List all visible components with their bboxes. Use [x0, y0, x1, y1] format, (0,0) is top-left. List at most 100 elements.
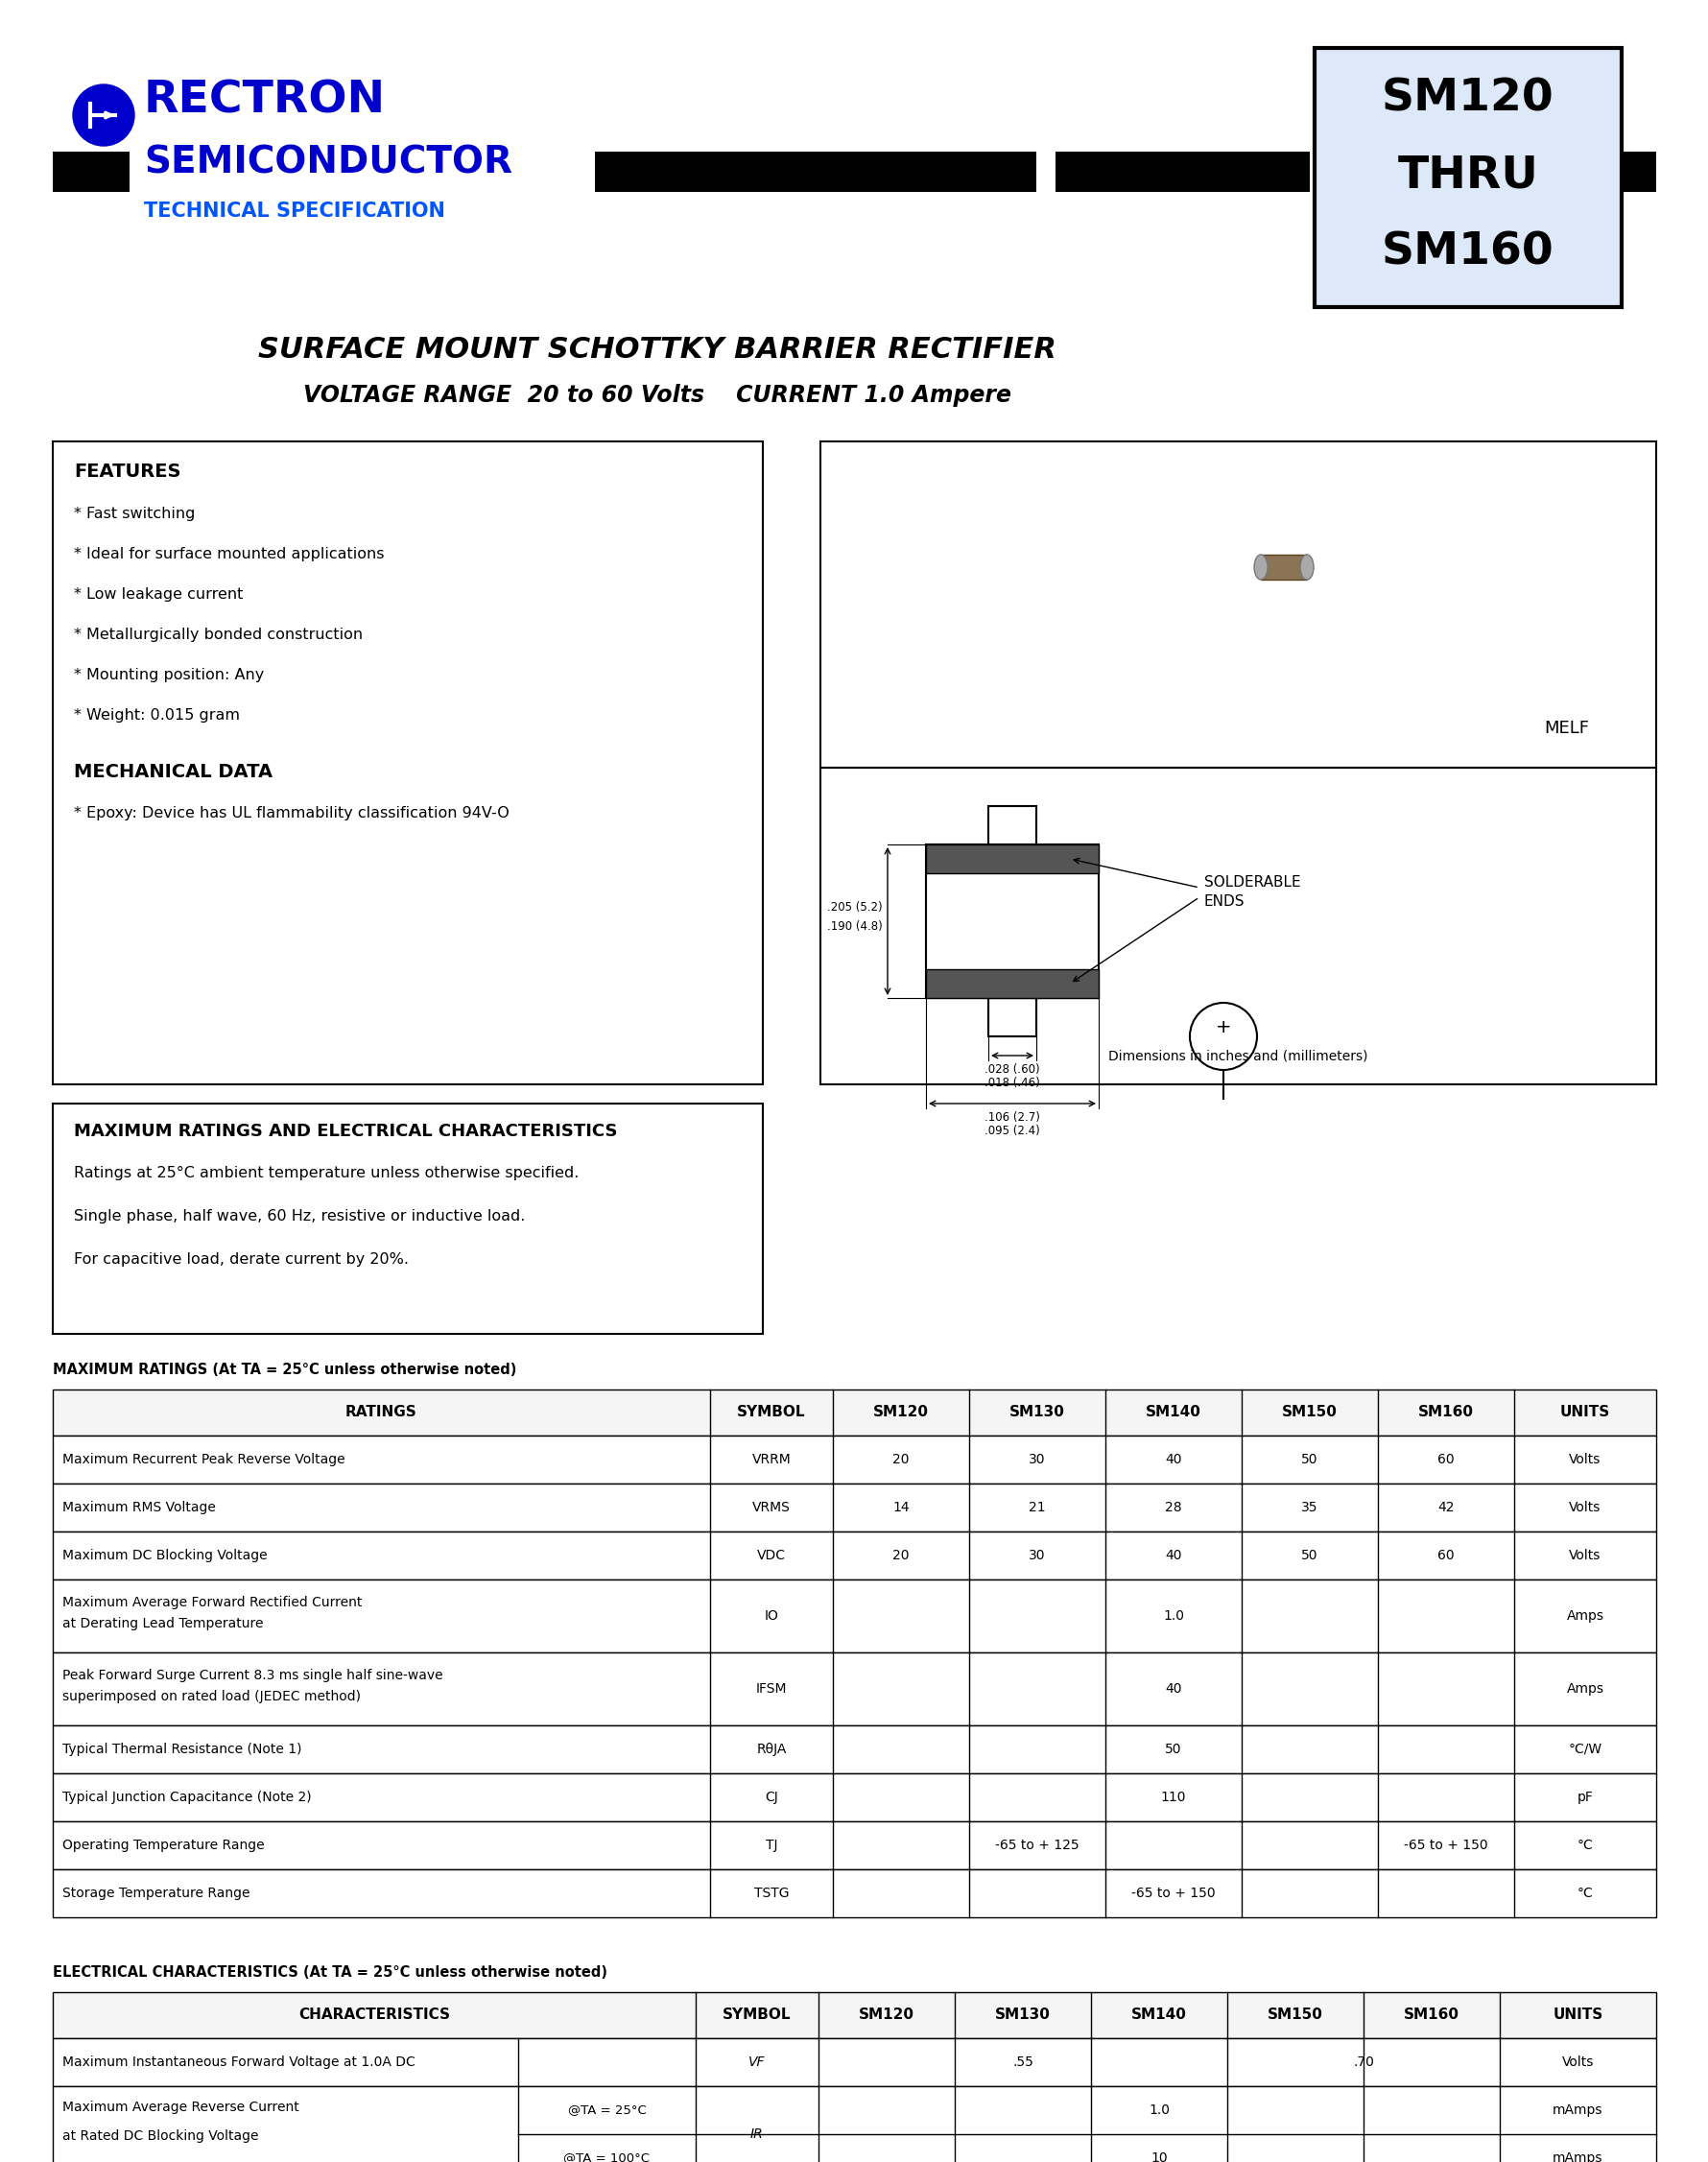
Bar: [53, 1773, 1655, 1820]
Circle shape: [73, 84, 135, 145]
Text: 28: 28: [1165, 1500, 1182, 1513]
Text: * Weight: 0.015 gram: * Weight: 0.015 gram: [73, 709, 239, 722]
Text: VRRM: VRRM: [752, 1453, 791, 1466]
Bar: [53, 1820, 1655, 1870]
Bar: [1261, 556, 1307, 579]
Ellipse shape: [1300, 556, 1313, 579]
Text: Volts: Volts: [1561, 2056, 1594, 2069]
Bar: [987, 999, 1035, 1036]
Text: SURFACE MOUNT SCHOTTKY BARRIER RECTIFIER: SURFACE MOUNT SCHOTTKY BARRIER RECTIFIER: [258, 335, 1056, 363]
Bar: [53, 441, 762, 1085]
Text: °C: °C: [1576, 1838, 1592, 1853]
Text: 21: 21: [1028, 1500, 1045, 1513]
Text: Operating Temperature Range: Operating Temperature Range: [61, 1838, 265, 1853]
Bar: [1621, 151, 1655, 192]
Text: SM160: SM160: [1402, 2008, 1459, 2021]
Text: SYMBOL: SYMBOL: [722, 2008, 791, 2021]
Text: 30: 30: [1028, 1548, 1045, 1563]
Text: .106 (2.7): .106 (2.7): [984, 1111, 1040, 1124]
Bar: [53, 1580, 1655, 1652]
Text: IR: IR: [750, 2127, 763, 2140]
Text: Peak Forward Surge Current 8.3 ms single half sine-wave: Peak Forward Surge Current 8.3 ms single…: [61, 1669, 442, 1682]
Text: SOLDERABLE: SOLDERABLE: [1204, 876, 1300, 891]
Text: Storage Temperature Range: Storage Temperature Range: [61, 1887, 249, 1900]
Bar: [53, 1103, 762, 1334]
Text: @TA = 100°C: @TA = 100°C: [564, 2151, 649, 2162]
Bar: [53, 1870, 1655, 1918]
Text: MAXIMUM RATINGS AND ELECTRICAL CHARACTERISTICS: MAXIMUM RATINGS AND ELECTRICAL CHARACTER…: [73, 1122, 617, 1139]
Text: 40: 40: [1165, 1548, 1182, 1563]
Text: SM130: SM130: [1009, 1405, 1064, 1420]
Text: 42: 42: [1436, 1500, 1454, 1513]
Bar: [53, 2039, 1655, 2086]
Text: pF: pF: [1576, 1790, 1592, 1803]
Bar: [53, 1390, 1655, 1436]
Text: SM150: SM150: [1281, 1405, 1337, 1420]
Text: CHARACTERISTICS: CHARACTERISTICS: [299, 2008, 449, 2021]
Text: VF: VF: [748, 2056, 765, 2069]
Text: Dimensions in inches and (millimeters): Dimensions in inches and (millimeters): [1108, 1049, 1368, 1062]
Text: .190 (4.8): .190 (4.8): [827, 919, 883, 932]
Bar: [1056, 151, 1308, 192]
Text: SM120: SM120: [859, 2008, 914, 2021]
Text: SEMICONDUCTOR: SEMICONDUCTOR: [143, 145, 512, 179]
Text: Volts: Volts: [1568, 1500, 1600, 1513]
Text: ENDS: ENDS: [1204, 895, 1245, 910]
Text: °C: °C: [1576, 1887, 1592, 1900]
Text: .018 (.46): .018 (.46): [984, 1077, 1040, 1090]
Text: 20: 20: [892, 1548, 909, 1563]
Text: TECHNICAL SPECIFICATION: TECHNICAL SPECIFICATION: [143, 201, 444, 221]
Text: Ratings at 25°C ambient temperature unless otherwise specified.: Ratings at 25°C ambient temperature unle…: [73, 1165, 579, 1180]
Bar: [926, 845, 1098, 873]
Text: .028 (.60): .028 (.60): [984, 1064, 1040, 1077]
Text: SM140: SM140: [1144, 1405, 1201, 1420]
Text: 20: 20: [892, 1453, 909, 1466]
Text: SM150: SM150: [1267, 2008, 1322, 2021]
Text: mAmps: mAmps: [1553, 2104, 1602, 2117]
Text: 1.0: 1.0: [1148, 2104, 1168, 2117]
Text: VOLTAGE RANGE  20 to 60 Volts    CURRENT 1.0 Ampere: VOLTAGE RANGE 20 to 60 Volts CURRENT 1.0…: [302, 385, 1011, 406]
Text: 14: 14: [892, 1500, 909, 1513]
Text: Maximum Average Reverse Current: Maximum Average Reverse Current: [61, 2101, 299, 2114]
Text: Maximum Average Forward Rectified Current: Maximum Average Forward Rectified Curren…: [61, 1596, 362, 1609]
Text: RATINGS: RATINGS: [345, 1405, 417, 1420]
Bar: [53, 1531, 1655, 1580]
Ellipse shape: [1254, 556, 1267, 579]
Text: 50: 50: [1301, 1548, 1317, 1563]
Text: VDC: VDC: [757, 1548, 786, 1563]
Text: IFSM: IFSM: [755, 1682, 787, 1695]
Text: * Fast switching: * Fast switching: [73, 506, 195, 521]
Text: °C/W: °C/W: [1568, 1743, 1600, 1756]
Text: * Mounting position: Any: * Mounting position: Any: [73, 668, 265, 683]
Text: * Metallurgically bonded construction: * Metallurgically bonded construction: [73, 627, 362, 642]
Text: Volts: Volts: [1568, 1548, 1600, 1563]
Text: * Low leakage current: * Low leakage current: [73, 588, 243, 601]
Text: TSTG: TSTG: [753, 1887, 789, 1900]
Text: 60: 60: [1436, 1548, 1454, 1563]
Bar: [594, 151, 1035, 192]
Text: IO: IO: [763, 1609, 779, 1624]
Text: Typical Thermal Resistance (Note 1): Typical Thermal Resistance (Note 1): [61, 1743, 302, 1756]
Text: 50: 50: [1165, 1743, 1182, 1756]
Text: SM120: SM120: [1382, 78, 1554, 119]
Bar: [53, 1483, 1655, 1531]
Text: 30: 30: [1028, 1453, 1045, 1466]
Text: UNITS: UNITS: [1559, 1405, 1609, 1420]
Text: VRMS: VRMS: [752, 1500, 791, 1513]
Text: For capacitive load, derate current by 20%.: For capacitive load, derate current by 2…: [73, 1252, 408, 1267]
Text: SYMBOL: SYMBOL: [736, 1405, 806, 1420]
Text: .55: .55: [1011, 2056, 1033, 2069]
Bar: [53, 1725, 1655, 1773]
Text: Maximum Instantaneous Forward Voltage at 1.0A DC: Maximum Instantaneous Forward Voltage at…: [61, 2056, 415, 2069]
Text: 35: 35: [1301, 1500, 1317, 1513]
Text: TJ: TJ: [765, 1838, 777, 1853]
Text: 10: 10: [1149, 2151, 1167, 2162]
Text: ELECTRICAL CHARACTERISTICS (At TA = 25°C unless otherwise noted): ELECTRICAL CHARACTERISTICS (At TA = 25°C…: [53, 1965, 606, 1980]
Text: at Derating Lead Temperature: at Derating Lead Temperature: [61, 1617, 263, 1630]
Text: mAmps: mAmps: [1553, 2151, 1602, 2162]
Bar: [926, 969, 1098, 999]
Bar: [987, 806, 1035, 845]
Text: FEATURES: FEATURES: [73, 463, 181, 480]
Text: Typical Junction Capacitance (Note 2): Typical Junction Capacitance (Note 2): [61, 1790, 311, 1803]
Text: superimposed on rated load (JEDEC method): superimposed on rated load (JEDEC method…: [61, 1691, 360, 1704]
